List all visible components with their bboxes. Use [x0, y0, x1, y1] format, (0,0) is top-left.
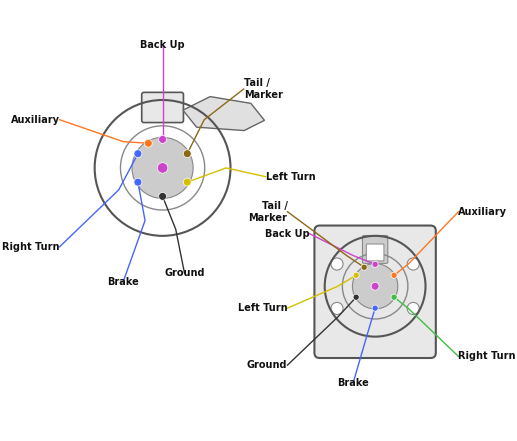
Circle shape: [159, 135, 166, 143]
Circle shape: [157, 163, 168, 173]
Circle shape: [159, 192, 166, 200]
Text: Right Turn: Right Turn: [459, 351, 516, 361]
Text: Tail /
Marker: Tail / Marker: [244, 78, 282, 100]
FancyBboxPatch shape: [142, 92, 184, 123]
Circle shape: [144, 139, 153, 147]
Circle shape: [134, 178, 142, 186]
Circle shape: [184, 178, 191, 186]
Polygon shape: [183, 97, 265, 131]
FancyBboxPatch shape: [314, 225, 436, 358]
Text: Right Turn: Right Turn: [2, 242, 59, 252]
Circle shape: [353, 264, 398, 309]
Circle shape: [361, 264, 367, 270]
FancyBboxPatch shape: [367, 244, 384, 261]
Text: Auxiliary: Auxiliary: [11, 115, 59, 125]
Circle shape: [391, 272, 397, 278]
Text: Ground: Ground: [164, 268, 205, 278]
Text: Auxiliary: Auxiliary: [459, 207, 507, 217]
Circle shape: [407, 258, 419, 270]
FancyBboxPatch shape: [362, 235, 388, 263]
Circle shape: [184, 150, 191, 157]
Circle shape: [331, 258, 343, 270]
Text: Tail /
Marker: Tail / Marker: [249, 201, 287, 223]
Text: Left Turn: Left Turn: [238, 303, 287, 313]
Circle shape: [353, 272, 359, 278]
Text: Left Turn: Left Turn: [266, 172, 315, 182]
Circle shape: [371, 282, 379, 290]
Text: Back Up: Back Up: [265, 228, 309, 239]
Text: Brake: Brake: [107, 277, 139, 287]
Circle shape: [372, 261, 378, 267]
Circle shape: [407, 303, 419, 314]
Circle shape: [134, 150, 142, 157]
Circle shape: [372, 305, 378, 311]
Circle shape: [331, 303, 343, 314]
Text: Brake: Brake: [337, 377, 369, 388]
Circle shape: [132, 137, 193, 198]
Text: Back Up: Back Up: [140, 40, 185, 50]
Circle shape: [353, 294, 359, 300]
Circle shape: [391, 294, 397, 300]
Text: Ground: Ground: [247, 360, 287, 370]
